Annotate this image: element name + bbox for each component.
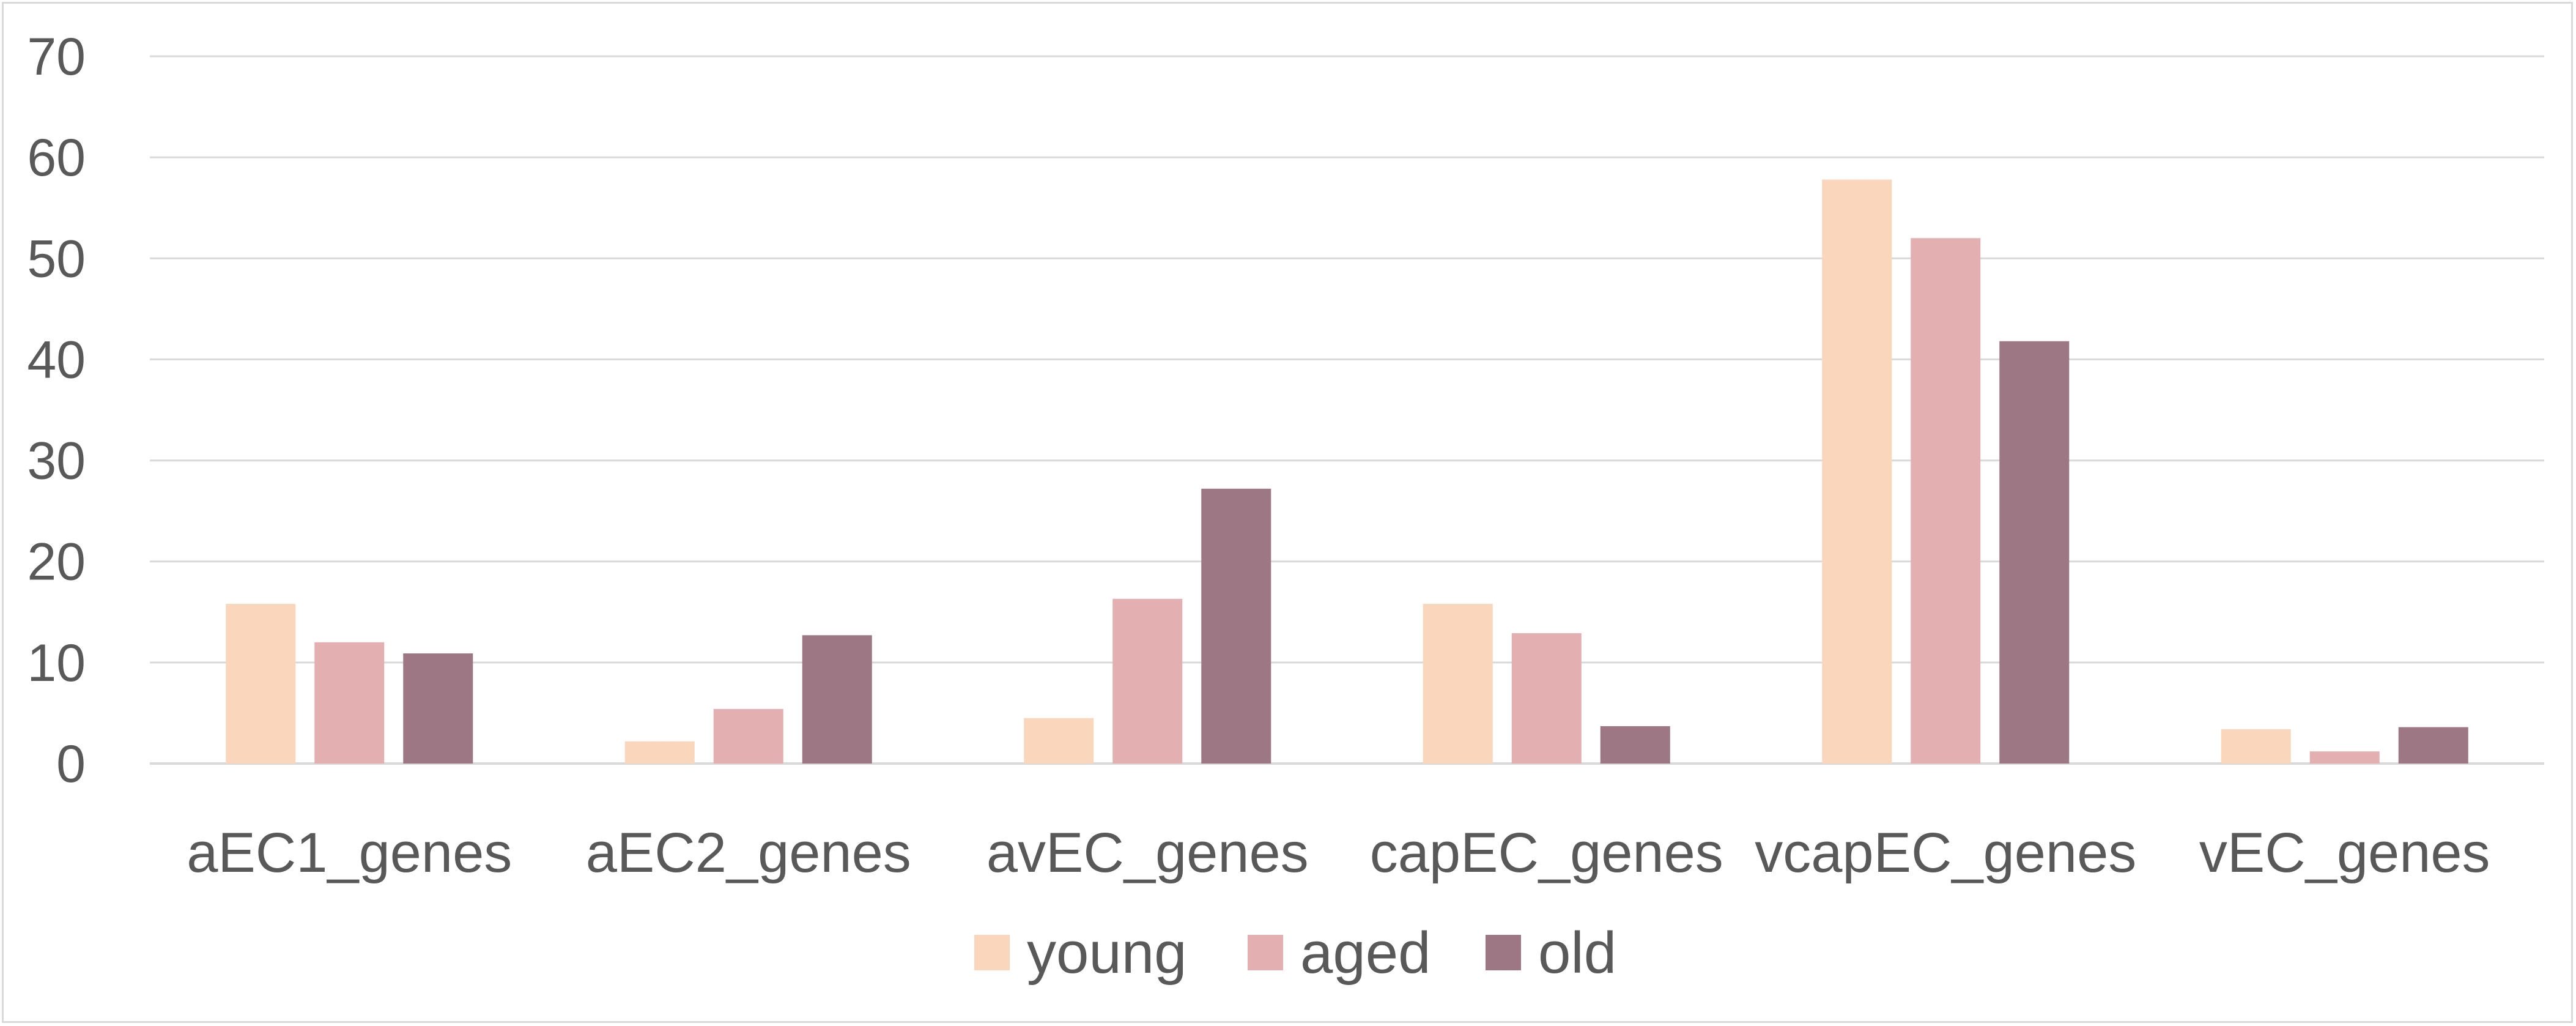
x-tick-label: avEC_genes (986, 822, 1309, 884)
bar-young-vcapEC_genes (1822, 179, 1892, 764)
bar-young-capEC_genes (1423, 604, 1493, 764)
x-tick-label: aEC2_genes (586, 822, 911, 884)
bar-young-aEC1_genes (226, 604, 296, 764)
bar-old-aEC1_genes (403, 653, 473, 764)
y-tick-label: 70 (27, 28, 86, 86)
bar-aged-vcapEC_genes (1911, 238, 1981, 764)
y-tick-label: 60 (27, 128, 86, 187)
legend-label-old: old (1538, 920, 1616, 986)
legend-label-young: young (1027, 920, 1187, 986)
x-tick-label: vcapEC_genes (1755, 822, 2136, 884)
bar-aged-aEC2_genes (713, 708, 783, 764)
bar-old-aEC2_genes (802, 635, 872, 764)
bar-young-aEC2_genes (624, 741, 695, 764)
bar-young-vEC_genes (2221, 729, 2291, 764)
bar-aged-aEC1_genes (314, 642, 385, 764)
bar-aged-avEC_genes (1112, 598, 1183, 764)
bar-old-vEC_genes (2398, 727, 2468, 764)
y-tick-label: 10 (27, 634, 86, 693)
y-tick-label: 30 (27, 432, 86, 491)
x-tick-label: capEC_genes (1370, 822, 1723, 884)
x-tick-label: vEC_genes (2199, 822, 2490, 884)
bar-aged-capEC_genes (1511, 633, 1582, 764)
legend-swatch-old (1486, 935, 1521, 970)
y-tick-label: 20 (27, 533, 86, 592)
bar-young-avEC_genes (1024, 718, 1094, 764)
bar-aged-vEC_genes (2309, 751, 2380, 764)
bar-old-capEC_genes (1600, 726, 1670, 764)
y-tick-label: 40 (27, 330, 86, 389)
y-tick-label: 0 (56, 735, 86, 794)
bar-old-avEC_genes (1201, 488, 1271, 764)
legend-swatch-aged (1248, 935, 1283, 970)
x-tick-label: aEC1_genes (187, 822, 512, 884)
legend-label-aged: aged (1300, 920, 1431, 986)
bar-old-vcapEC_genes (1999, 341, 2070, 764)
y-tick-label: 50 (27, 229, 86, 288)
legend-swatch-young (974, 935, 1010, 970)
